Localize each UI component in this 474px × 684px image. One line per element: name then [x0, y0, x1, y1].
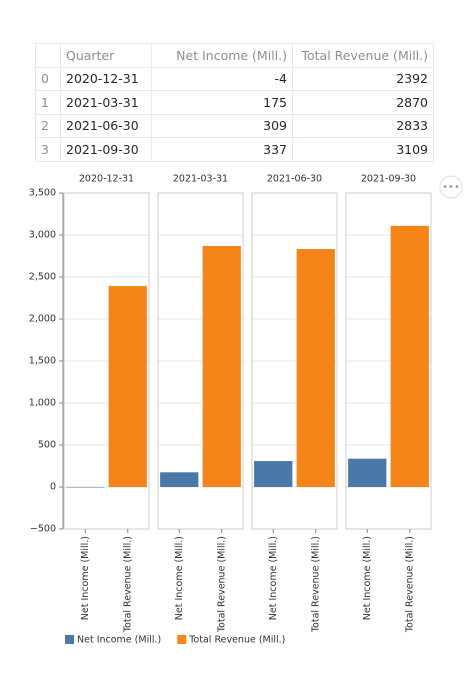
data-table: Quarter Net Income (Mill.) Total Revenue (…: [35, 43, 434, 162]
table-cell: 2021-03-31: [60, 90, 152, 115]
column-header: Net Income (Mill.): [151, 43, 293, 68]
table-cell: 2833: [292, 113, 434, 138]
x-tick-label: Net Income (Mill.): [174, 536, 185, 620]
column-header: Quarter: [60, 43, 152, 68]
facet-frame: [251, 192, 338, 530]
table-row: 1 2021-03-31 175 2870: [35, 90, 434, 115]
y-tick-label: 1,500: [29, 356, 56, 367]
bar: [202, 245, 241, 487]
facet-header: 2021-06-30: [267, 174, 322, 185]
x-tick-label: Net Income (Mill.): [268, 536, 279, 620]
menu-button[interactable]: [439, 175, 463, 199]
table-cell: 3: [35, 137, 61, 162]
table-body: 0 2020-12-31 -4 2392 1 2021-03-31 175 2870 2 2021…: [35, 66, 434, 162]
facet-header: 2021-03-31: [173, 174, 228, 185]
x-tick-label: Net Income (Mill.): [362, 536, 373, 620]
bar: [160, 472, 199, 487]
table-row: 3 2021-09-30 337 3109: [35, 137, 434, 162]
table-cell: 2020-12-31: [60, 66, 152, 91]
legend-swatch: [177, 635, 187, 644]
x-tick-label: Net Income (Mill.): [80, 536, 91, 620]
y-tick-label: 1,000: [29, 398, 56, 409]
table-cell: 175: [151, 90, 293, 115]
bar: [296, 249, 335, 487]
table-cell: 337: [151, 137, 293, 162]
table-row: 2 2021-06-30 309 2833: [35, 113, 434, 138]
x-tick-label: Total Revenue (Mill.): [404, 536, 415, 633]
facet-header: 2021-09-30: [361, 174, 416, 185]
facet-frame: [63, 192, 150, 530]
bar: [348, 458, 387, 487]
facet-frame: [157, 192, 244, 530]
header-row: Quarter Net Income (Mill.) Total Revenue (…: [35, 43, 434, 68]
index-header: [35, 43, 61, 68]
y-tick-label: 0: [50, 482, 56, 493]
table-cell: -4: [151, 66, 293, 91]
legend-swatch: [65, 635, 74, 644]
y-tick-label: 2,500: [29, 272, 56, 283]
facet-header: 2020-12-31: [79, 174, 134, 185]
table-cell: 2021-09-30: [60, 137, 152, 162]
x-tick-label: Total Revenue (Mill.): [122, 536, 133, 633]
y-tick-label: 500: [38, 440, 56, 451]
y-tick-label: 2,000: [29, 314, 56, 325]
bar: [390, 225, 429, 487]
table-row: 0 2020-12-31 -4 2392: [35, 66, 434, 91]
table-cell: 2392: [292, 66, 434, 91]
table-cell: 2870: [292, 90, 434, 115]
table-cell: 1: [35, 90, 61, 115]
x-tick-label: Total Revenue (Mill.): [216, 536, 227, 633]
y-tick-label: −500: [30, 524, 56, 535]
bar: [254, 461, 293, 487]
y-tick-label: 3,000: [29, 230, 56, 241]
bar: [66, 487, 105, 488]
table-cell: 3109: [292, 137, 434, 162]
column-header: Total Revenue (Mill.): [292, 43, 434, 68]
menu-dots[interactable]: •••: [442, 182, 460, 193]
legend-label: Net Income (Mill.): [77, 635, 161, 646]
facet-frame: [345, 192, 432, 530]
table-cell: 2021-06-30: [60, 113, 152, 138]
y-tick-label: 3,500: [29, 188, 56, 199]
x-tick-label: Total Revenue (Mill.): [310, 536, 321, 633]
legend-label: Total Revenue (Mill.): [188, 635, 285, 646]
bar: [108, 286, 147, 487]
